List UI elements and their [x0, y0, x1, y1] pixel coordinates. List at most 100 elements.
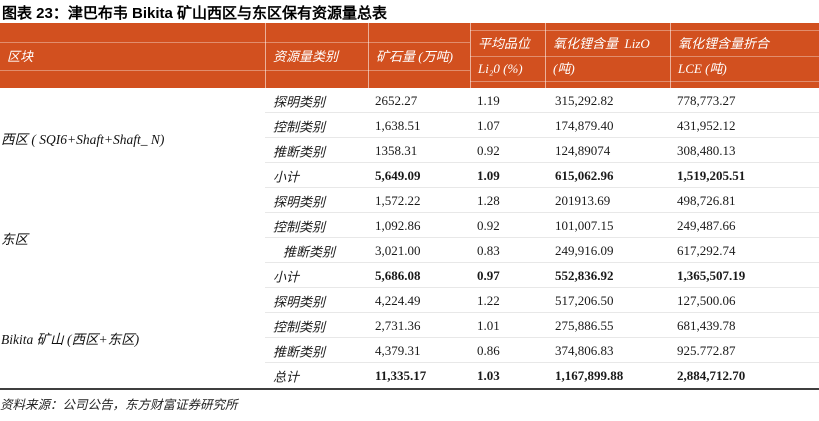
table-row: 推断类别 4,379.31 0.86 374,806.83 925.772.87 [0, 338, 819, 363]
section-west: 西区 ( SQI6+Shaft+Shaft_ N) 探明类别 2652.27 1… [0, 88, 819, 188]
block-label: 东区 [1, 232, 28, 247]
header-grid-line [470, 56, 819, 57]
table-header: 区块 资源量类别 矿石量 (万吨) 平均品位 Li₂0 (%) 氧化锂含量 Li… [0, 23, 819, 88]
table-row: 控制类别 2,731.36 1.01 275,886.55 681,439.78 [0, 313, 819, 338]
cell-category: 控制类别 [273, 219, 326, 234]
cell-grade: 1.22 [477, 292, 500, 308]
cell-grade: 0.92 [477, 142, 500, 158]
table-row: 探明类别 4,224.49 1.22 517,206.50 127,500.06 [0, 288, 819, 313]
col-header-lce-line2: LCE (吨) [678, 61, 727, 76]
cell-lce: 308,480.13 [677, 142, 736, 158]
cell-ore: 2,731.36 [375, 317, 421, 333]
col-header-block: 区块 [0, 23, 265, 88]
cell-category: 推断类别 [273, 144, 326, 159]
cell-ore: 3,021.00 [375, 242, 421, 258]
table-row: 探明类别 2652.27 1.19 315,292.82 778,773.27 [0, 88, 819, 113]
cell-category: 探明类别 [273, 194, 326, 209]
table-row: 推断类别 1358.31 0.92 124,89074 308,480.13 [0, 138, 819, 163]
cell-grade: 1.03 [477, 367, 500, 383]
col-header-grade: 平均品位 Li₂0 (%) [470, 23, 545, 88]
cell-lizo: 615,062.96 [555, 167, 614, 183]
row-divider [265, 362, 819, 363]
cell-ore: 1,572.22 [375, 192, 421, 208]
cell-grade: 0.92 [477, 217, 500, 233]
cell-lizo: 517,206.50 [555, 292, 614, 308]
cell-lce: 2,884,712.70 [677, 367, 746, 383]
col-header-lizo-line2: (吨) [553, 61, 575, 76]
cell-ore: 1,092.86 [375, 217, 421, 233]
cell-category: 探明类别 [273, 294, 326, 309]
cell-lizo: 552,836.92 [555, 267, 614, 283]
cell-lizo: 315,292.82 [555, 92, 614, 108]
cell-lce: 925.772.87 [677, 342, 736, 358]
cell-category: 推断类别 [273, 344, 326, 359]
cell-ore: 4,224.49 [375, 292, 421, 308]
table-row: 控制类别 1,092.86 0.92 101,007.15 249,487.66 [0, 213, 819, 238]
cell-lce: 617,292.74 [677, 242, 736, 258]
col-header-category: 资源量类别 [265, 23, 368, 88]
col-header-lce: 氧化锂含量折合 LCE (吨) [670, 23, 819, 88]
row-divider [265, 187, 819, 188]
cell-category: 小计 [273, 169, 300, 184]
cell-category: 探明类别 [273, 94, 326, 109]
header-grid-line [470, 30, 819, 31]
header-grid-line [0, 70, 470, 71]
row-divider [265, 112, 819, 113]
col-header-lizo-line1: 氧化锂含量 LizO [553, 36, 650, 51]
table-row-subtotal: 小计 5,686.08 0.97 552,836.92 1,365,507.19 [0, 263, 819, 288]
cell-grade: 1.01 [477, 317, 500, 333]
col-header-grade-line1: 平均品位 [478, 36, 531, 51]
cell-lce: 778,773.27 [677, 92, 736, 108]
cell-ore: 5,649.09 [375, 167, 421, 183]
cell-lce: 1,365,507.19 [677, 267, 746, 283]
cell-lizo: 201913.69 [555, 192, 611, 208]
cell-lizo: 101,007.15 [555, 217, 614, 233]
cell-grade: 0.86 [477, 342, 500, 358]
source-note: 资料来源：公司公告，东方财富证券研究所 [0, 398, 238, 412]
col-header-lizo: 氧化锂含量 LizO (吨) [545, 23, 670, 88]
figure-title: 图表 23：津巴布韦 Bikita 矿山西区与东区保有资源量总表 [2, 5, 388, 22]
col-header-grade-line2: Li₂0 (%) [478, 61, 523, 76]
block-label: 西区 ( SQI6+Shaft+Shaft_ N) [1, 132, 165, 147]
table-row-grand-total: 总计 11,335.17 1.03 1,167,899.88 2,884,712… [0, 363, 819, 388]
cell-category: 推断类别 [283, 244, 336, 259]
cell-grade: 0.97 [477, 267, 500, 283]
table-row: 控制类别 1,638.51 1.07 174,879.40 431,952.12 [0, 113, 819, 138]
table-row: 推断类别 3,021.00 0.83 249,916.09 617,292.74 [0, 238, 819, 263]
cell-grade: 1.07 [477, 117, 500, 133]
table-body: 西区 ( SQI6+Shaft+Shaft_ N) 探明类别 2652.27 1… [0, 88, 819, 388]
cell-ore: 5,686.08 [375, 267, 421, 283]
col-header-category-label: 资源量类别 [273, 49, 339, 64]
header-grid-line [470, 81, 819, 82]
cell-lizo: 174,879.40 [555, 117, 614, 133]
cell-lizo: 275,886.55 [555, 317, 614, 333]
cell-lizo: 124,89074 [555, 142, 611, 158]
row-divider [265, 212, 819, 213]
cell-ore: 1,638.51 [375, 117, 421, 133]
cell-lizo: 1,167,899.88 [555, 367, 624, 383]
cell-lce: 681,439.78 [677, 317, 736, 333]
col-header-ore-label: 矿石量 (万吨) [376, 49, 453, 64]
row-divider [265, 337, 819, 338]
cell-grade: 1.19 [477, 92, 500, 108]
row-divider [265, 262, 819, 263]
cell-lce: 498,726.81 [677, 192, 736, 208]
cell-ore: 2652.27 [375, 92, 418, 108]
section-east: 东区 探明类别 1,572.22 1.28 201913.69 498,726.… [0, 188, 819, 288]
col-header-block-label: 区块 [7, 49, 34, 64]
cell-lce: 249,487.66 [677, 217, 736, 233]
row-divider [265, 287, 819, 288]
row-divider [265, 137, 819, 138]
cell-ore: 4,379.31 [375, 342, 421, 358]
cell-grade: 1.28 [477, 192, 500, 208]
block-label: Bikita 矿山 (西区+东区) [1, 332, 140, 347]
table-row-subtotal: 小计 5,649.09 1.09 615,062.96 1,519,205.51 [0, 163, 819, 188]
cell-lce: 431,952.12 [677, 117, 736, 133]
table-row: 探明类别 1,572.22 1.28 201913.69 498,726.81 [0, 188, 819, 213]
cell-category: 总计 [273, 369, 300, 384]
cell-category: 控制类别 [273, 119, 326, 134]
cell-grade: 1.09 [477, 167, 500, 183]
cell-lce: 1,519,205.51 [677, 167, 746, 183]
header-grid-line [0, 42, 470, 43]
